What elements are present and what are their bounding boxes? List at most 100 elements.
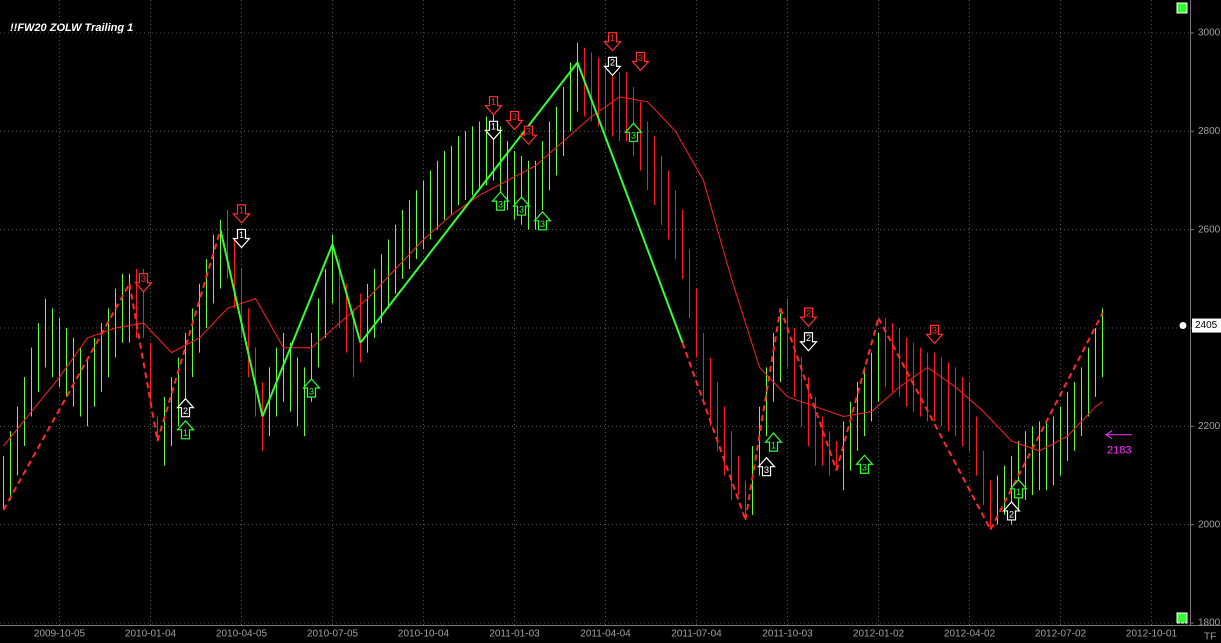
x-tick-label: 2012-07-02	[1035, 629, 1087, 640]
signal-arrow	[1009, 478, 1028, 499]
signal-label: 1	[491, 97, 496, 107]
signal-label: 3	[862, 463, 867, 473]
y-tick-label: 2800	[1198, 126, 1221, 137]
signal-arrow	[799, 307, 818, 328]
x-tick-label: 2011-10-03	[762, 629, 813, 640]
signal-label: 2	[806, 333, 811, 343]
signal: 1	[1009, 478, 1028, 499]
signal-label: 2	[610, 58, 615, 68]
signal-label: 1	[183, 428, 188, 438]
signal: 3	[134, 273, 153, 293]
y-tick-label: 2000	[1198, 519, 1221, 530]
signal-label: 3	[519, 204, 524, 214]
signal-label: 1	[239, 230, 244, 240]
signal: 2	[799, 307, 818, 328]
y-tick-label: 1800	[1198, 618, 1221, 629]
zigzag-segment	[359, 61, 579, 344]
signal: 3	[302, 378, 321, 398]
zigzag-segment	[576, 62, 684, 344]
signal-label: 2	[1009, 509, 1014, 519]
signal-arrow	[925, 324, 944, 345]
signal: 1	[603, 32, 622, 52]
marker-label: 2183	[1107, 445, 1131, 457]
y-tick-label: 3000	[1198, 28, 1221, 39]
signal-arrow	[519, 125, 538, 146]
signal: 3	[512, 196, 531, 216]
zigzag-segment	[128, 283, 159, 442]
x-tick-label: 2010-07-05	[307, 629, 359, 640]
signal-arrow	[512, 196, 531, 216]
signal-arrow	[134, 273, 153, 293]
x-tick-label: 2010-01-04	[125, 629, 177, 640]
chart-title: !!FW20 ZOLW Trailing 1	[10, 22, 133, 34]
signal-arrow	[176, 397, 195, 418]
marker-arrow-head	[1105, 430, 1113, 440]
signal-arrow	[484, 120, 503, 141]
zigzag-segment	[835, 317, 880, 471]
signal: 3	[505, 110, 524, 131]
zigzag-segment	[2, 283, 131, 511]
signal: 2	[176, 397, 195, 418]
signal-label: 2	[183, 406, 188, 416]
last-price-label: 2405	[1195, 320, 1218, 331]
signal-arrow	[855, 454, 874, 474]
y-tick-label: 2600	[1198, 224, 1221, 235]
signal: 3	[855, 454, 874, 474]
x-tick-label: 2010-10-04	[398, 629, 450, 640]
signal-label: 2	[806, 309, 811, 319]
signal: 3	[925, 324, 944, 345]
signal-label: 3	[141, 274, 146, 284]
zigzag-segment	[681, 342, 747, 521]
signal-arrow	[603, 32, 622, 52]
signal: 3	[631, 51, 650, 72]
signal: 2	[603, 56, 622, 77]
signal-arrow	[232, 228, 251, 249]
x-tick-label: 2011-07-04	[671, 629, 722, 640]
signal: 3	[519, 125, 538, 146]
signal: 3	[533, 210, 552, 231]
signal-arrow	[491, 191, 510, 211]
signal: 1	[484, 120, 503, 141]
signal-label: 3	[526, 127, 531, 137]
signal-arrow	[764, 432, 783, 452]
signal-arrow	[603, 56, 622, 77]
signal-label: 1	[239, 205, 244, 215]
signal-label: 1	[1016, 487, 1021, 497]
x-tick-label: 2010-04-05	[216, 629, 268, 640]
scroll-button[interactable]	[1176, 612, 1188, 624]
signal-arrow	[232, 204, 251, 224]
signal-arrow	[1002, 501, 1021, 521]
signal: 3	[624, 122, 643, 142]
x-tick-label: 2012-04-02	[944, 629, 996, 640]
corner-label: TF	[1204, 632, 1216, 643]
signal-label: 3	[309, 386, 314, 396]
signal: 2	[1002, 501, 1021, 521]
zigzag-segment	[261, 244, 334, 417]
signal-arrow	[505, 110, 524, 131]
zigzag-segment	[219, 229, 264, 417]
signal: 1	[764, 432, 783, 452]
signal: 1	[232, 204, 251, 224]
last-price-dot	[1179, 322, 1187, 330]
last-price-box	[1192, 318, 1221, 333]
x-tick-label: 2012-10-01	[1126, 629, 1178, 640]
signal-label: 3	[498, 200, 503, 210]
signal-label: 1	[771, 440, 776, 450]
signal-arrow	[533, 210, 552, 231]
signal-label: 3	[764, 465, 769, 475]
signal: 1	[176, 419, 195, 440]
scroll-button[interactable]	[1176, 2, 1188, 14]
signal-arrow	[799, 332, 818, 352]
signal-arrow	[302, 378, 321, 398]
signal: 1	[232, 228, 251, 249]
signal: 3	[757, 456, 776, 477]
zigzag-segment	[156, 229, 222, 442]
signal-label: 3	[512, 112, 517, 122]
signal-arrow	[176, 419, 195, 440]
signal-arrow	[484, 96, 503, 116]
signal-arrow	[624, 122, 643, 142]
signal-arrow	[631, 51, 650, 72]
zigzag-segment	[331, 244, 362, 344]
